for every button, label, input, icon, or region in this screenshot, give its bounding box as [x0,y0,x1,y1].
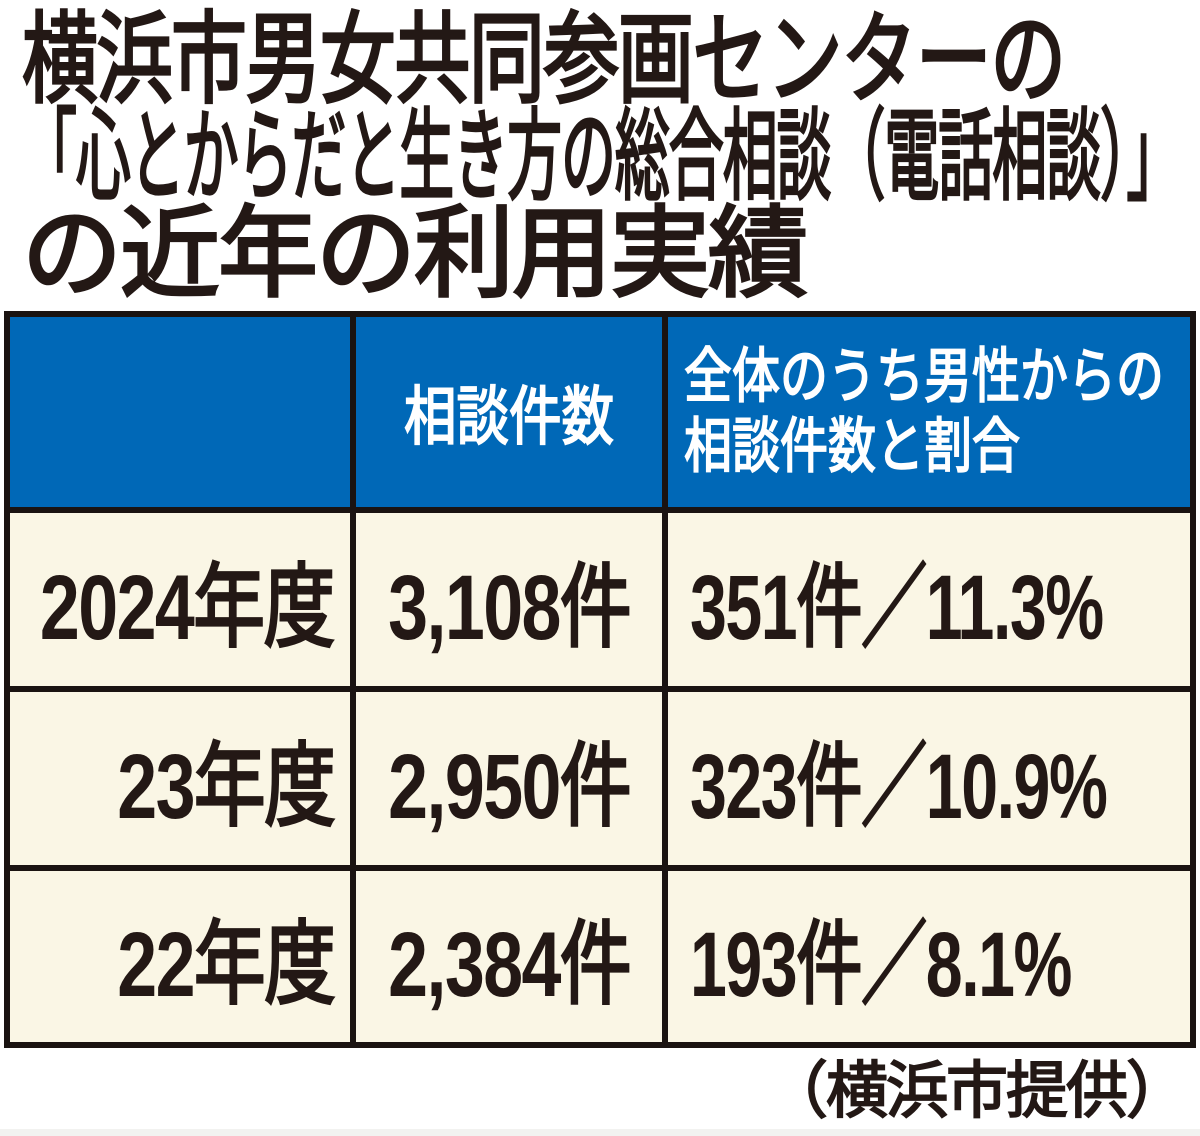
table-row-2022-count-cell: 2,384件 [356,871,662,1042]
header-male-share-line-1: 全体のうち男性からの [684,343,1164,410]
title-line-3-text: の近年の利用実績 [22,198,808,310]
male-share-value: 351件／11.3% [690,557,1104,659]
title-line-1: 横浜市男女共同参画センターの [22,4,1200,116]
table-row-2023-count-cell: 2,950件 [356,692,662,865]
year-label: 22年度 [116,914,336,1016]
table-row-2022-year-cell: 22年度 [10,871,350,1042]
chart-title: 横浜市男女共同参画センターの 「心とからだと生き方の総合相談（電話相談）」 の近… [0,0,1200,310]
header-cell-consultation-count: 相談件数 [356,317,662,507]
year-label: 2024年度 [40,557,335,659]
table-row-2022-male-cell: 193件／8.1% [668,871,1190,1042]
title-line-1-text: 横浜市男女共同参画センターの [22,4,1066,116]
table-row-2023-male-cell: 323件／10.9% [668,692,1190,865]
count-value: 2,950件 [388,736,632,838]
header-cell-male-share: 全体のうち男性からの 相談件数と割合 [668,317,1190,507]
table-row-2024-male-cell: 351件／11.3% [668,513,1190,686]
title-line-2-text: 「心とからだと生き方の総合相談（電話相談）」 [22,101,1181,213]
header-consultation-count-label: 相談件数 [404,381,614,453]
count-value: 3,108件 [388,557,632,659]
male-share-value: 193件／8.1% [690,914,1072,1016]
male-share-value: 323件／10.9% [690,736,1108,838]
source-credit: （横浜市提供） [765,1057,1188,1126]
table-row-2024-count-cell: 3,108件 [356,513,662,686]
table-row-2024-year-cell: 2024年度 [10,513,350,686]
title-line-2: 「心とからだと生き方の総合相談（電話相談）」 [22,101,1200,213]
data-table: 相談件数 全体のうち男性からの 相談件数と割合 2024年度 3,108件 35… [4,311,1196,1048]
table-row-2023-year-cell: 23年度 [10,692,350,865]
year-label: 23年度 [116,736,336,838]
image-bottom-edge [0,1129,1200,1136]
count-value: 2,384件 [388,914,632,1016]
title-line-3: の近年の利用実績 [22,198,1200,310]
header-male-share-line-2: 相談件数と割合 [684,413,1020,480]
header-cell-empty [10,317,350,507]
